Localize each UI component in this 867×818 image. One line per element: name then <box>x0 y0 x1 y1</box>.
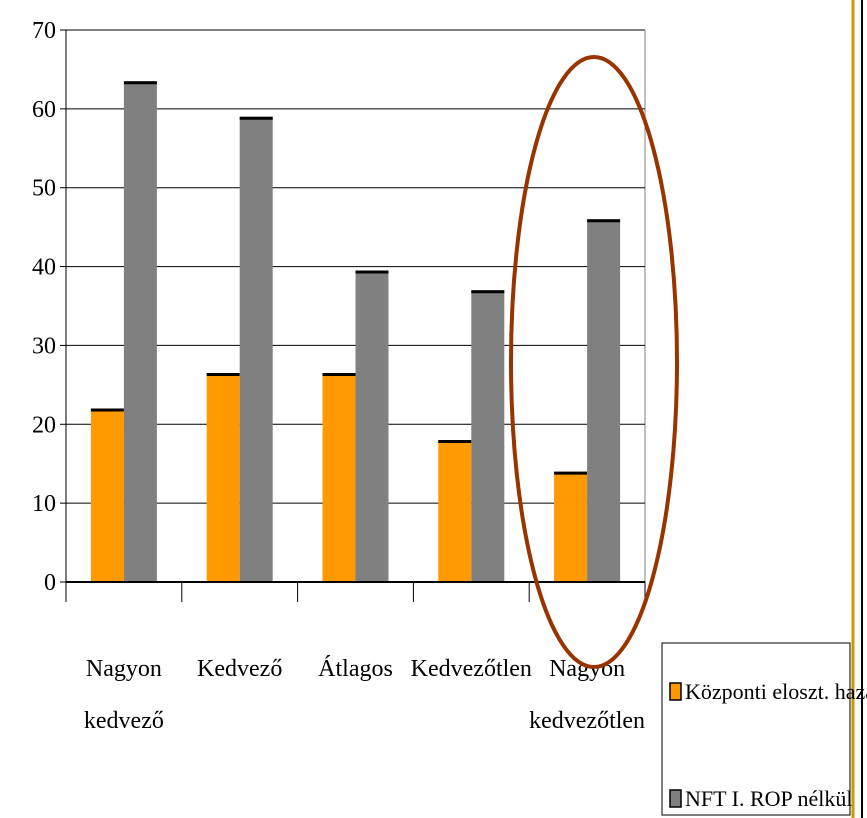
y-tick-label: 50 <box>32 176 56 202</box>
y-tick-labels: 0 10 20 30 40 50 60 70 <box>32 18 56 596</box>
bar-0-2 <box>322 373 356 582</box>
category-label: kedvező <box>84 708 164 734</box>
legend-label-1: NFT I. ROP nélkül <box>685 786 852 811</box>
bar-1-0 <box>123 81 157 582</box>
bar-0-4 <box>554 471 588 582</box>
bar-1-4 <box>587 219 621 582</box>
category-label: kedvezőtlen <box>529 708 645 734</box>
y-tick-label: 40 <box>32 255 56 281</box>
highlight-ellipse <box>509 55 679 669</box>
y-tick-label: 10 <box>32 491 56 517</box>
legend-label-0: Központi eloszt. hazai <box>685 679 867 704</box>
bars <box>90 81 621 582</box>
category-label: Kedvező <box>197 656 282 682</box>
legend: Központi eloszt. hazai NFT I. ROP nélkül <box>661 642 867 816</box>
bar-1-2 <box>355 270 389 582</box>
category-label: Átlagos <box>318 656 393 682</box>
y-tick-label: 0 <box>44 570 56 596</box>
category-label: Kedvezőtlen <box>411 656 532 682</box>
bar-0-3 <box>438 440 472 582</box>
legend-box <box>661 642 851 816</box>
bar-0-0 <box>90 408 124 582</box>
plot-area: 0 10 20 30 40 50 60 70 Nagyon kedvező Kedvező Átla… <box>32 18 646 734</box>
legend-swatch-0 <box>669 682 682 701</box>
legend-swatch-1 <box>669 789 682 808</box>
y-tick-label: 20 <box>32 412 56 438</box>
category-label: Nagyon <box>86 656 162 682</box>
x-axis-ticks <box>65 582 646 602</box>
bar-1-1 <box>239 116 273 582</box>
y-tick-label: 30 <box>32 333 56 359</box>
y-tick-label: 60 <box>32 97 56 123</box>
bar-1-3 <box>471 290 505 582</box>
bar-0-1 <box>206 373 240 582</box>
y-tick-label: 70 <box>32 18 56 44</box>
